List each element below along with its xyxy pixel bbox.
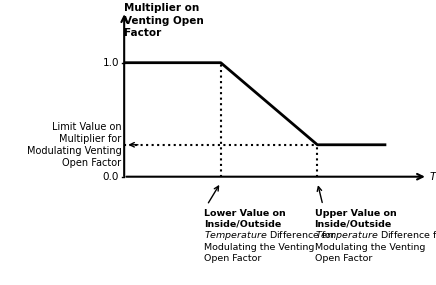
Text: Limit Value on
Multiplier for
Modulating Venting
Open Factor: Limit Value on Multiplier for Modulating… xyxy=(27,122,121,168)
Text: 1.0: 1.0 xyxy=(103,58,119,68)
Text: 0.0: 0.0 xyxy=(103,172,119,182)
Text: $\mathit{Temperature}$ Difference for
Modulating the Venting
Open Factor: $\mathit{Temperature}$ Difference for Mo… xyxy=(204,229,337,263)
Text: Upper Value on
Inside/Outside: Upper Value on Inside/Outside xyxy=(315,209,396,228)
Text: $\mathit{Temperature}$ Difference for
Modulating the Venting
Open Factor: $\mathit{Temperature}$ Difference for Mo… xyxy=(315,229,436,263)
Text: Multiplier on
Venting Open
Factor: Multiplier on Venting Open Factor xyxy=(124,3,204,38)
Text: Lower Value on
Inside/Outside: Lower Value on Inside/Outside xyxy=(204,209,286,228)
Text: $T_{zone}$$\,-\,$$T_{out}$: $T_{zone}$$\,-\,$$T_{out}$ xyxy=(429,170,436,184)
